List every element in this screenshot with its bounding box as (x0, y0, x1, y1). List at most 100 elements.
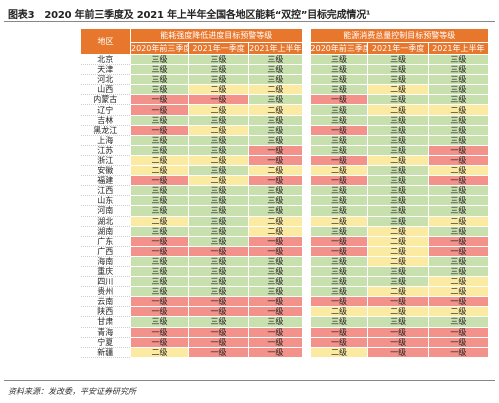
level-cell: 三级 (129, 185, 189, 197)
level-cell: 一级 (427, 235, 490, 247)
level-cell: 三级 (187, 114, 250, 126)
region-cell: 山东 (80, 195, 131, 207)
table-row: 山西 三级 二级 二级 三级 二级 三级 (80, 84, 490, 96)
level-cell: 三级 (248, 276, 303, 288)
level-cell: 三级 (309, 53, 369, 66)
group-separator (302, 185, 311, 196)
level-cell: 一级 (427, 245, 490, 257)
level-cell: 二级 (367, 104, 429, 116)
level-cell: 三级 (427, 255, 490, 267)
sub-header: 2021年上半年 (248, 42, 303, 55)
level-cell: 三级 (309, 225, 369, 237)
level-cell: 三级 (129, 255, 189, 267)
level-cell: 一级 (309, 154, 369, 167)
level-cell: 三级 (248, 265, 303, 278)
level-cell: 二级 (427, 165, 490, 177)
region-cell: 山西 (80, 84, 131, 96)
level-cell: 二级 (187, 175, 250, 187)
group-separator (302, 54, 311, 65)
level-cell: 三级 (187, 53, 250, 66)
level-cell: 三级 (427, 185, 490, 197)
level-cell: 三级 (367, 215, 429, 227)
level-cell: 一级 (427, 144, 490, 156)
region-cell: 广东 (80, 236, 131, 247)
region-cell: 上海 (80, 135, 131, 146)
level-cell: 三级 (129, 276, 189, 288)
level-cell: 二级 (367, 225, 429, 237)
group-separator (302, 286, 311, 297)
level-cell: 二级 (309, 165, 369, 177)
level-cell: 三级 (187, 205, 250, 217)
level-cell: 三级 (187, 316, 250, 328)
top-rule (4, 21, 495, 22)
region-cell: 河北 (80, 74, 131, 86)
level-cell: 三级 (309, 64, 369, 76)
level-cell: 二级 (129, 215, 189, 227)
level-cell: 三级 (427, 84, 490, 96)
level-cell: 三级 (187, 165, 250, 177)
level-cell: 二级 (129, 346, 189, 358)
level-cell: 一级 (309, 94, 369, 106)
level-cell: 二级 (187, 124, 250, 136)
level-cell: 三级 (367, 205, 429, 217)
table-row: 辽宁 一级 二级 二级 三级 二级 二级 (80, 104, 490, 116)
level-cell: 三级 (248, 134, 303, 146)
level-cell: 三级 (129, 84, 189, 96)
table-row: 贵州 三级 三级 三级 三级 二级 二级 (80, 286, 490, 298)
level-cell: 一级 (309, 235, 369, 247)
level-cell: 一级 (309, 175, 369, 187)
group-separator (302, 327, 311, 338)
table-row: 湖南 三级 三级 二级 三级 二级 三级 (80, 225, 490, 237)
level-cell: 一级 (129, 124, 189, 136)
group-separator (302, 226, 311, 237)
group-separator (302, 155, 311, 166)
level-cell: 三级 (187, 144, 250, 156)
group-separator (302, 125, 311, 136)
level-cell: 一级 (248, 326, 303, 338)
level-cell: 三级 (427, 316, 490, 328)
level-cell: 一级 (129, 306, 189, 318)
level-cell: 三级 (309, 84, 369, 96)
group-separator (302, 64, 311, 75)
level-cell: 二级 (367, 245, 429, 257)
level-cell: 三级 (187, 286, 250, 298)
region-cell: 浙江 (80, 155, 131, 167)
group2-header: 能源消费总量控制目标预警等级 (309, 28, 490, 43)
level-cell: 三级 (309, 104, 369, 116)
table-row: 安徽 二级 三级 二级 二级 三级 二级 (80, 165, 490, 177)
level-cell: 二级 (129, 154, 189, 167)
level-cell: 三级 (309, 134, 369, 146)
group-separator (302, 236, 311, 247)
level-cell: 三级 (367, 74, 429, 86)
level-cell: 三级 (309, 276, 369, 288)
level-cell: 三级 (187, 134, 250, 146)
level-cell: 二级 (248, 104, 303, 116)
level-cell: 三级 (129, 64, 189, 76)
region-cell: 四川 (80, 276, 131, 288)
level-cell: 三级 (309, 74, 369, 86)
region-cell: 海南 (80, 256, 131, 267)
group-separator (302, 165, 311, 176)
level-cell: 三级 (129, 316, 189, 328)
level-cell: 一级 (129, 326, 189, 338)
group-separator (302, 115, 311, 126)
level-cell: 二级 (309, 306, 369, 318)
level-cell: 一级 (129, 336, 189, 348)
level-cell: 三级 (129, 74, 189, 86)
level-cell: 三级 (309, 114, 369, 126)
region-cell: 青海 (80, 327, 131, 338)
level-cell: 一级 (309, 326, 369, 338)
level-cell: 三级 (309, 316, 369, 328)
level-cell: 三级 (427, 134, 490, 146)
level-cell: 二级 (427, 215, 490, 227)
region-cell: 吉林 (80, 115, 131, 126)
region-cell: 新疆 (80, 347, 131, 358)
sub-header: 2020年前三季度 (129, 42, 189, 55)
level-cell: 一级 (427, 154, 490, 167)
level-cell: 一级 (248, 235, 303, 247)
level-cell: 三级 (248, 195, 303, 207)
level-cell: 二级 (309, 346, 369, 358)
level-cell: 三级 (427, 94, 490, 106)
level-cell: 三级 (187, 195, 250, 207)
level-cell: 三级 (129, 195, 189, 207)
